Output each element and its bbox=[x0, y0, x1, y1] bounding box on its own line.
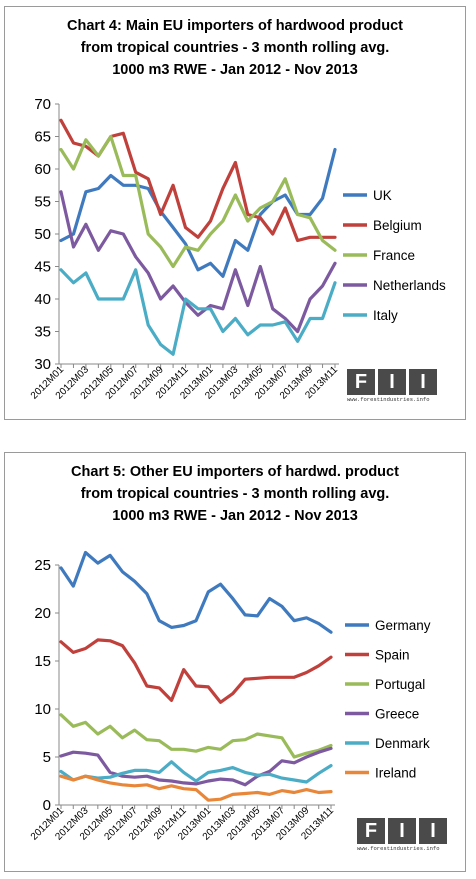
chart-title: Chart 4: Main EU importers of hardwood p… bbox=[5, 15, 465, 81]
series-line-belgium bbox=[59, 118, 337, 243]
y-tick-label: 15 bbox=[34, 653, 51, 670]
chart-title-line-2: from tropical countries - 3 month rollin… bbox=[80, 40, 390, 56]
legend-label: Portugal bbox=[375, 677, 425, 692]
logo-letter-i: I bbox=[409, 369, 437, 395]
logo-letter-f: F bbox=[347, 369, 375, 395]
series-line-ireland bbox=[59, 774, 333, 802]
chart-title-line-3: 1000 m3 RWE - Jan 2012 - Nov 2013 bbox=[112, 62, 358, 78]
legend-label: Spain bbox=[375, 648, 410, 663]
y-tick-label: 65 bbox=[34, 129, 51, 146]
series-line-greece bbox=[59, 746, 333, 787]
y-tick-label: 5 bbox=[43, 749, 51, 766]
legend-label: Belgium bbox=[373, 218, 422, 233]
series-line-netherlands bbox=[59, 190, 337, 334]
legend-label: Denmark bbox=[375, 736, 430, 751]
chart-4-plot: 3035404550556065702012M012012M032012M052… bbox=[29, 96, 446, 402]
y-tick-label: 70 bbox=[34, 96, 51, 113]
y-tick-label: 45 bbox=[34, 259, 51, 276]
legend-label: Ireland bbox=[375, 766, 416, 781]
logo-letter-i: I bbox=[378, 369, 406, 395]
chart-5-panel: Chart 5: Other EU importers of hardwd. p… bbox=[4, 452, 466, 872]
y-tick-label: 40 bbox=[34, 291, 51, 308]
legend-label: Germany bbox=[375, 618, 431, 633]
series-line-portugal bbox=[59, 713, 333, 759]
logo-letter-i: I bbox=[388, 818, 416, 844]
series-line-spain bbox=[59, 638, 333, 704]
fii-logo: F I I www.forestindustries.info bbox=[357, 818, 449, 852]
y-tick-label: 20 bbox=[34, 605, 51, 622]
fii-logo: F I I www.forestindustries.info bbox=[347, 369, 439, 403]
chart-5-plot: 05101520252012M012012M032012M052012M0720… bbox=[29, 550, 431, 843]
legend-label: Netherlands bbox=[373, 278, 446, 293]
y-tick-label: 35 bbox=[34, 324, 51, 341]
legend-label: France bbox=[373, 248, 415, 263]
logo-url: www.forestindustries.info bbox=[347, 396, 430, 403]
series-line-france bbox=[59, 134, 337, 269]
logo-letter-i: I bbox=[419, 818, 447, 844]
series-line-italy bbox=[59, 268, 337, 356]
chart-title-line-2: from tropical countries - 3 month rollin… bbox=[80, 486, 390, 502]
series-line-uk bbox=[59, 147, 337, 278]
chart-title: Chart 5: Other EU importers of hardwd. p… bbox=[5, 461, 465, 527]
chart-title-line-1: Chart 4: Main EU importers of hardwood p… bbox=[67, 18, 403, 34]
y-tick-label: 50 bbox=[34, 226, 51, 243]
y-tick-label: 30 bbox=[34, 356, 51, 373]
y-tick-label: 55 bbox=[34, 194, 51, 211]
logo-url: www.forestindustries.info bbox=[357, 845, 440, 852]
logo-letter-f: F bbox=[357, 818, 385, 844]
chart-4-panel: Chart 4: Main EU importers of hardwood p… bbox=[4, 6, 466, 420]
series-line-denmark bbox=[59, 760, 333, 784]
chart-title-line-3: 1000 m3 RWE - Jan 2012 - Nov 2013 bbox=[112, 508, 358, 524]
legend-label: Greece bbox=[375, 707, 419, 722]
y-tick-label: 60 bbox=[34, 161, 51, 178]
y-tick-label: 25 bbox=[34, 557, 51, 574]
series-line-germany bbox=[59, 550, 333, 634]
y-tick-label: 0 bbox=[43, 797, 51, 814]
chart-title-line-1: Chart 5: Other EU importers of hardwd. p… bbox=[71, 464, 399, 480]
y-tick-label: 10 bbox=[34, 701, 51, 718]
legend-label: UK bbox=[373, 188, 392, 203]
legend-label: Italy bbox=[373, 308, 398, 323]
